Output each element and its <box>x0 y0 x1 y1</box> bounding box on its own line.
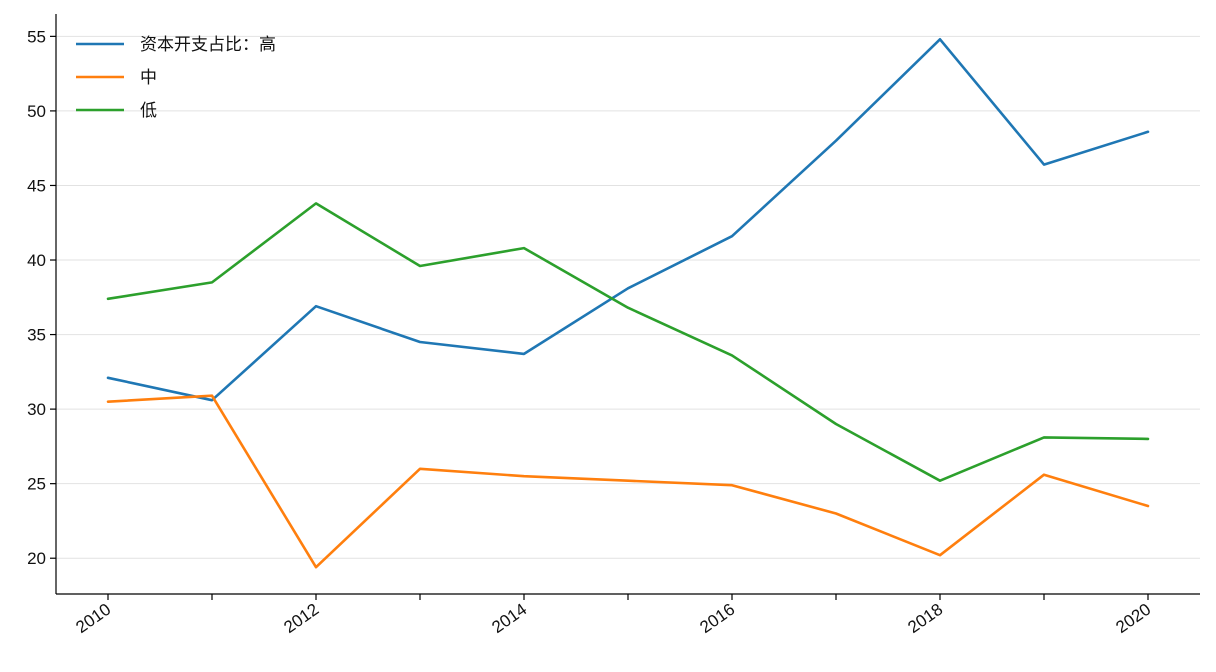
legend-label-1: 中 <box>140 68 157 88</box>
x-axis-ticks: 2010 2012 2014 2016 2018 2020 <box>72 594 1154 637</box>
y-tick-label: 30 <box>27 400 46 419</box>
x-tick-label: 2016 <box>696 600 738 637</box>
x-tick-label: 2010 <box>72 600 114 637</box>
y-tick-label: 50 <box>27 102 46 121</box>
legend-label-0: 资本开支占比：高 <box>140 35 276 55</box>
series-line-2 <box>106 202 1150 483</box>
x-tick-label: 2012 <box>280 600 322 637</box>
series-line-1 <box>106 394 1150 569</box>
y-tick-label: 20 <box>27 549 46 568</box>
x-tick-label: 2014 <box>488 600 530 637</box>
y-tick-label: 55 <box>27 27 46 46</box>
gridlines <box>56 35 1200 559</box>
series-line-0 <box>106 37 1150 402</box>
legend: 资本开支占比：高中低 <box>76 35 276 121</box>
x-tick-label: 2020 <box>1112 600 1154 637</box>
legend-label-2: 低 <box>140 101 157 121</box>
series-lines <box>106 37 1150 569</box>
y-tick-label: 45 <box>27 176 46 195</box>
y-tick-label: 35 <box>27 326 46 345</box>
y-axis-ticks: 20 25 30 35 40 45 50 55 <box>27 27 56 568</box>
y-tick-label: 25 <box>27 475 46 494</box>
x-tick-label: 2018 <box>904 600 946 637</box>
y-tick-label: 40 <box>27 251 46 270</box>
axes <box>55 14 1200 595</box>
